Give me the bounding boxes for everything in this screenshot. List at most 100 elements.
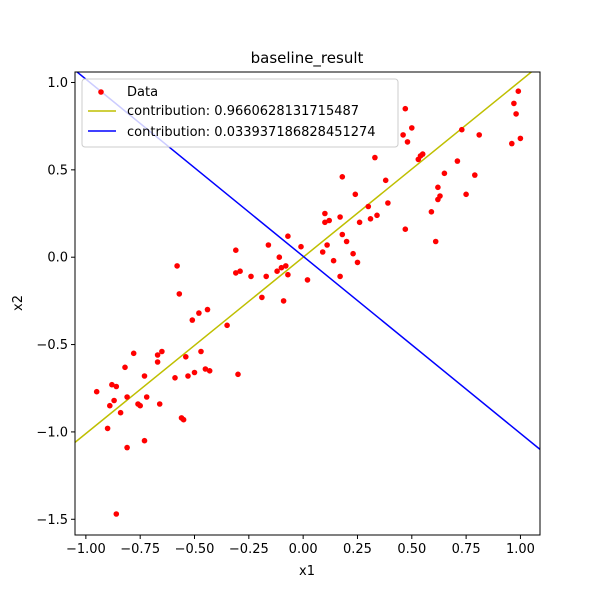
data-point-1 (104, 425, 111, 432)
x-tick-label: 0.50 (397, 542, 426, 557)
data-point-30 (196, 310, 202, 316)
data-point-69 (367, 216, 374, 222)
data-point-74 (400, 132, 406, 138)
data-point-41 (259, 294, 265, 301)
data-point-95 (513, 111, 519, 117)
data-point-76 (402, 105, 409, 112)
data-point-35 (224, 322, 230, 329)
data-point-22 (174, 263, 180, 269)
data-point-16 (143, 394, 150, 400)
data-point-6 (113, 383, 120, 390)
data-point-36 (233, 270, 239, 276)
legend: Data contribution: 0.9660628131715487 co… (81, 78, 399, 148)
data-point-13 (137, 402, 143, 409)
data-point-45 (276, 254, 283, 260)
data-point-53 (319, 249, 326, 255)
data-point-51 (298, 243, 304, 250)
data-point-77 (404, 139, 411, 145)
data-point-32 (202, 366, 209, 372)
data-point-17 (154, 352, 161, 358)
x-tick-label: −1.00 (66, 542, 106, 557)
data-point-28 (189, 317, 196, 323)
data-point-42 (263, 273, 270, 280)
data-point-37 (233, 247, 239, 253)
data-point-49 (285, 271, 291, 278)
legend-label-line2: contribution: 0.033937186828451274 (127, 125, 376, 140)
data-point-57 (326, 217, 333, 224)
data-point-58 (330, 257, 337, 264)
y-tick-label: 0.5 (47, 163, 68, 178)
data-point-93 (509, 140, 515, 147)
data-point-88 (454, 158, 461, 164)
x-tick-label: 0.00 (289, 542, 318, 557)
axes: −1.00 −0.75 −0.50 −0.25 0.00 0.25 0.50 0.75 1.00… (36, 76, 534, 557)
data-point-81 (419, 151, 426, 157)
legend-label-data: Data (127, 85, 158, 100)
data-point-15 (141, 437, 148, 444)
data-point-29 (191, 369, 198, 376)
data-point-33 (204, 306, 211, 313)
data-point-38 (235, 371, 241, 378)
data-point-10 (124, 444, 130, 451)
data-point-89 (459, 126, 465, 133)
data-point-62 (339, 231, 346, 238)
data-point-83 (432, 238, 439, 245)
plot-area (75, 72, 540, 517)
data-point-82 (428, 209, 435, 215)
data-point-0 (93, 388, 100, 395)
data-point-91 (472, 172, 478, 178)
data-point-59 (337, 214, 343, 220)
data-point-44 (274, 268, 280, 275)
data-point-96 (515, 88, 522, 94)
data-point-75 (402, 226, 409, 232)
plot-frame (74, 71, 541, 536)
data-point-87 (441, 170, 448, 177)
data-point-66 (354, 259, 361, 266)
x-tick-label: 1.00 (506, 542, 535, 557)
data-point-31 (198, 348, 204, 355)
data-point-97 (517, 135, 524, 142)
data-point-50 (285, 233, 291, 239)
data-point-94 (511, 100, 517, 107)
x-tick-label: −0.75 (120, 542, 160, 557)
data-point-19 (156, 401, 163, 407)
data-point-26 (183, 354, 189, 360)
data-point-40 (248, 273, 254, 280)
data-point-63 (343, 238, 350, 245)
data-point-14 (141, 373, 148, 379)
data-point-18 (154, 359, 161, 365)
x-tick-label: −0.50 (175, 542, 215, 557)
data-point-46 (278, 264, 285, 271)
x-tick-label: −0.25 (229, 542, 269, 557)
data-point-8 (122, 364, 128, 371)
data-point-61 (339, 174, 346, 180)
chart-title: baseline_result (251, 49, 364, 68)
data-point-3 (109, 381, 115, 388)
y-tick-label: 0.0 (47, 251, 68, 266)
data-point-84 (435, 184, 441, 191)
data-point-71 (374, 212, 380, 219)
data-point-52 (304, 277, 311, 283)
data-point-73 (385, 200, 391, 206)
data-point-70 (372, 154, 378, 161)
data-point-7 (117, 409, 124, 416)
data-point-21 (172, 375, 178, 381)
y-tick-label: 1.0 (47, 76, 68, 91)
data-point-27 (185, 373, 191, 379)
data-point-2 (107, 402, 113, 409)
data-point-90 (463, 191, 469, 198)
data-point-67 (356, 219, 363, 226)
data-point-43 (265, 242, 272, 248)
data-point-25 (180, 416, 187, 423)
data-point-20 (159, 348, 165, 355)
data-point-23 (176, 291, 183, 297)
data-point-5 (113, 511, 120, 517)
data-point-56 (324, 242, 330, 248)
data-point-72 (382, 177, 389, 184)
data-point-92 (476, 132, 483, 138)
legend-marker-data (98, 89, 104, 95)
data-point-54 (322, 219, 328, 226)
y-tick-label: −0.5 (36, 338, 68, 353)
data-point-86 (437, 193, 443, 199)
